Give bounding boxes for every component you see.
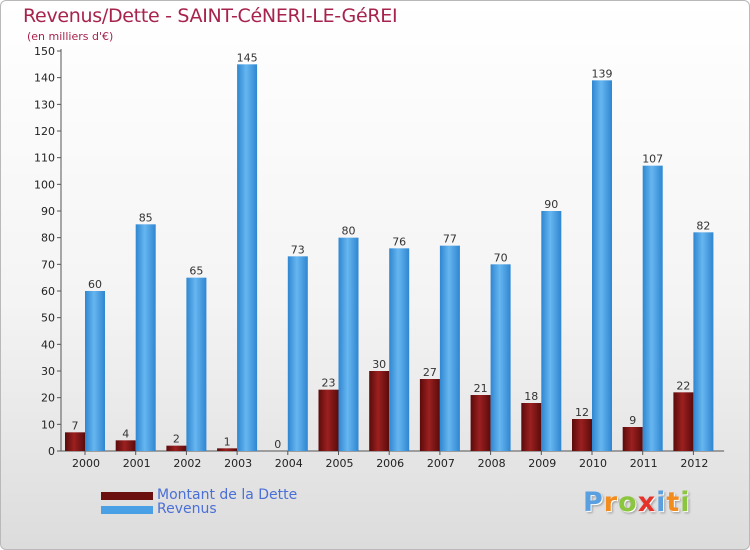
- data-label-revenus: 90: [544, 198, 558, 211]
- bar-revenus: [85, 291, 105, 451]
- bar-revenus: [439, 245, 460, 451]
- x-tick-label: 2004: [275, 457, 303, 470]
- y-tick-label: 120: [34, 125, 55, 138]
- bar-revenus: [490, 264, 511, 451]
- x-tick-label: 2012: [680, 457, 708, 470]
- data-label-revenus: 145: [237, 51, 258, 64]
- data-label-revenus: 107: [642, 153, 663, 166]
- y-tick-label: 130: [34, 98, 55, 111]
- bar-revenus: [135, 224, 156, 451]
- data-label-dette: 4: [122, 427, 129, 440]
- y-tick-label: 110: [34, 152, 55, 165]
- legend-swatch-revenus: [101, 506, 153, 514]
- logo-letter: i: [656, 487, 667, 518]
- data-label-revenus: 76: [392, 235, 406, 248]
- bar-dette: [622, 427, 643, 451]
- logo-letter: o: [618, 487, 638, 518]
- bar-dette: [166, 445, 187, 451]
- y-tick-label: 10: [41, 418, 55, 431]
- bar-revenus: [237, 64, 258, 452]
- y-tick-label: 60: [41, 285, 55, 298]
- x-tick-label: 2009: [528, 457, 556, 470]
- bar-dette: [470, 395, 491, 451]
- data-label-revenus: 60: [88, 278, 102, 291]
- bars: [65, 64, 714, 452]
- bar-revenus: [592, 80, 612, 451]
- data-label-dette: 2: [173, 433, 180, 446]
- data-label-revenus: 80: [342, 225, 356, 238]
- y-tick-label: 80: [41, 232, 55, 245]
- bar-dette: [115, 440, 136, 451]
- bar-revenus: [287, 256, 308, 451]
- bar-dette: [419, 379, 440, 451]
- logo-letter: P: [583, 487, 604, 518]
- data-label-revenus: 85: [139, 211, 153, 224]
- x-tick-label: 2003: [224, 457, 252, 470]
- logo-letter: r: [603, 487, 619, 518]
- data-label-dette: 12: [575, 406, 589, 419]
- bar-revenus: [186, 277, 207, 451]
- x-tick-label: 2005: [326, 457, 354, 470]
- bar-dette: [521, 403, 542, 451]
- bar-dette: [572, 419, 592, 451]
- bar-revenus: [541, 211, 562, 451]
- data-label-dette: 18: [524, 390, 538, 403]
- y-tick-label: 100: [34, 178, 55, 191]
- data-label-revenus: 73: [291, 243, 305, 256]
- chart-subtitle: (en milliers d'€): [27, 30, 114, 43]
- bar-dette: [217, 448, 238, 451]
- bar-revenus: [389, 248, 410, 451]
- y-tick-label: 90: [41, 205, 55, 218]
- bar-revenus: [642, 165, 663, 451]
- data-labels: 7 60 4 85 2 65 1 145 0 73 23 80 30 76 27 77 21 70 18 90 12 13…: [72, 51, 711, 451]
- x-tick-label: 2002: [173, 457, 201, 470]
- legend-label-dette: Montant de la Dette: [157, 487, 298, 503]
- bar-dette: [673, 392, 694, 451]
- bar-dette: [65, 432, 85, 451]
- data-label-revenus: 70: [494, 251, 508, 264]
- data-label-dette: 1: [224, 435, 231, 448]
- y-tick-label: 30: [41, 365, 55, 378]
- logo-letter: x: [637, 487, 657, 518]
- y-tick-label: 20: [41, 392, 55, 405]
- y-tick-label: 40: [41, 338, 55, 351]
- x-tick-label: 2011: [630, 457, 658, 470]
- y-tick-label: 50: [41, 312, 55, 325]
- y-tick-label: 0: [48, 445, 55, 458]
- data-label-revenus: 77: [443, 233, 457, 246]
- data-label-dette: 7: [72, 419, 79, 432]
- data-label-dette: 30: [372, 358, 386, 371]
- y-tick-label: 140: [34, 72, 55, 85]
- y-tick-label: 70: [41, 258, 55, 271]
- legend-swatch-dette: [101, 492, 153, 500]
- data-label-revenus: 65: [189, 265, 203, 278]
- logo-letter: t: [666, 487, 681, 518]
- x-tick-label: 2010: [579, 457, 607, 470]
- data-label-revenus: 82: [696, 219, 710, 232]
- x-tick-label: 2006: [376, 457, 404, 470]
- legend-label-revenus: Revenus: [157, 501, 217, 517]
- data-label-revenus: 139: [592, 67, 613, 80]
- data-label-dette: 21: [474, 382, 488, 395]
- bar-revenus: [693, 232, 714, 451]
- x-tick-label: 2001: [123, 457, 151, 470]
- bar-dette: [318, 389, 339, 451]
- logo-letter: i: [680, 487, 691, 518]
- data-label-dette: 0: [274, 438, 281, 451]
- x-tick-label: 2008: [478, 457, 506, 470]
- bar-revenus: [338, 237, 359, 451]
- data-label-dette: 23: [322, 377, 336, 390]
- x-tick-label: 2007: [427, 457, 455, 470]
- data-label-dette: 27: [423, 366, 437, 379]
- x-tick-label: 2000: [72, 457, 100, 470]
- y-tick-label: 150: [34, 45, 55, 58]
- chart-title: Revenus/Dette - SAINT-CéNERI-LE-GéREI: [23, 5, 398, 27]
- data-label-dette: 22: [676, 379, 690, 392]
- bar-dette: [369, 371, 390, 451]
- data-label-dette: 9: [629, 414, 636, 427]
- proxiti-logo: Proxiti: [583, 487, 691, 518]
